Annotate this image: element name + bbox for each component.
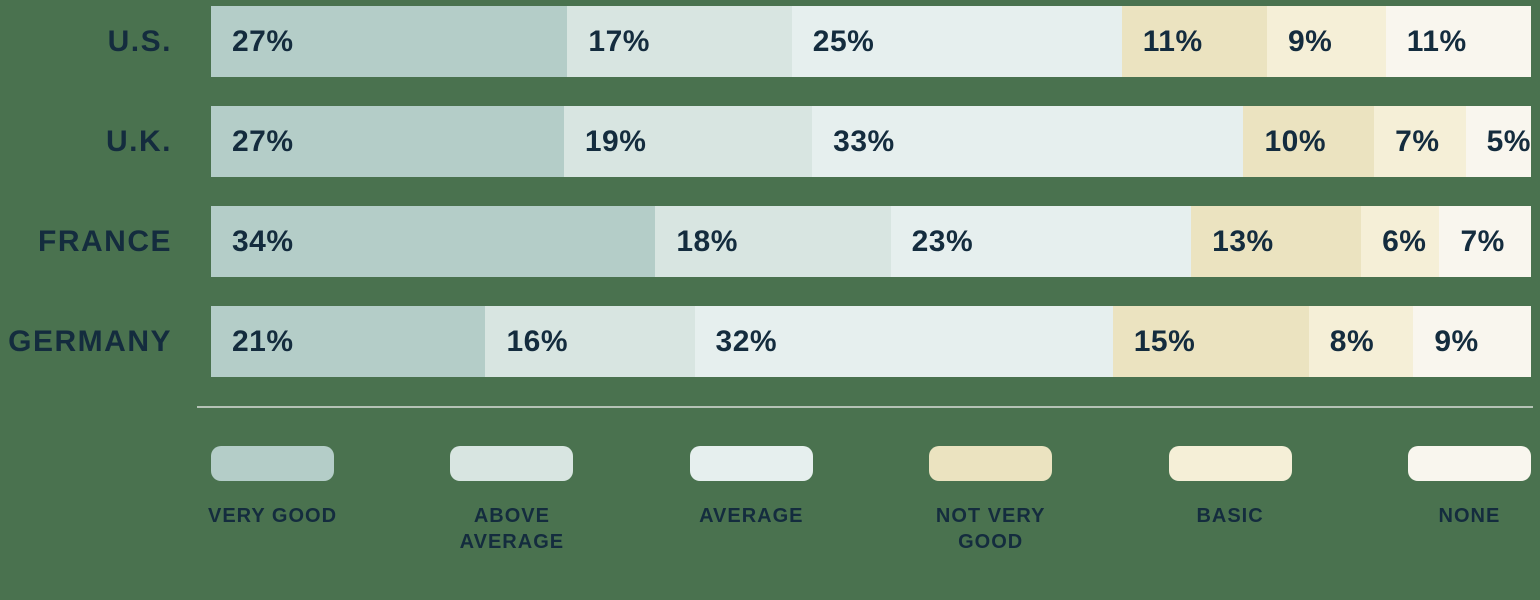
legend-item: AVERAGE bbox=[689, 446, 813, 555]
bar-segment: 6% bbox=[1361, 206, 1440, 277]
bar-segment: 7% bbox=[1374, 106, 1466, 177]
bar-segment: 15% bbox=[1112, 306, 1309, 377]
segment-value-label: 15% bbox=[1133, 324, 1196, 358]
bar-segment: 11% bbox=[1121, 6, 1267, 77]
bar-segment: 18% bbox=[655, 206, 891, 277]
segment-value-label: 11% bbox=[1142, 24, 1203, 58]
stacked-bar: 27% 17% 25% 11% 9% 11% bbox=[211, 6, 1531, 77]
legend-label: VERY GOOD bbox=[207, 505, 338, 527]
segment-value-label: 19% bbox=[584, 124, 647, 158]
segment-value-label: 17% bbox=[588, 24, 650, 58]
legend-swatch bbox=[211, 446, 334, 481]
row-label: GERMANY bbox=[8, 324, 172, 358]
segment-value-label: 11% bbox=[1406, 24, 1467, 58]
bar-segment: 13% bbox=[1191, 206, 1362, 277]
legend-item: NOT VERY GOOD bbox=[929, 446, 1053, 555]
bar-row: U.K. 27% 19% 33% 10% 7% 5% bbox=[0, 106, 1540, 177]
bar-segment: 27% bbox=[211, 6, 568, 77]
segment-value-label: 34% bbox=[232, 224, 294, 258]
bar-segment: 34% bbox=[211, 206, 656, 277]
legend-item: NONE bbox=[1407, 446, 1531, 555]
legend-item: ABOVE AVERAGE bbox=[450, 446, 574, 555]
segment-value-label: 9% bbox=[1434, 324, 1479, 358]
legend-swatch bbox=[1168, 446, 1292, 481]
segment-value-label: 7% bbox=[1395, 124, 1440, 158]
bar-segment: 32% bbox=[694, 306, 1113, 377]
row-label: U.S. bbox=[107, 24, 172, 58]
stacked-bar: 27% 19% 33% 10% 7% 5% bbox=[211, 106, 1531, 177]
row-label: U.K. bbox=[106, 124, 172, 158]
legend-swatch bbox=[689, 446, 813, 481]
bar-segment: 19% bbox=[563, 106, 813, 177]
segment-value-label: 27% bbox=[232, 124, 294, 158]
segment-value-label: 23% bbox=[911, 224, 974, 258]
legend-label: NONE bbox=[1438, 505, 1501, 527]
segment-value-label: 8% bbox=[1329, 324, 1375, 358]
row-label: FRANCE bbox=[38, 224, 172, 258]
segment-value-label: 13% bbox=[1212, 224, 1274, 258]
segment-value-label: 25% bbox=[812, 24, 875, 58]
legend-label: ABOVE AVERAGE bbox=[459, 505, 565, 553]
bar-segment: 27% bbox=[211, 106, 564, 177]
segment-value-label: 9% bbox=[1287, 24, 1333, 58]
legend-swatch bbox=[1407, 446, 1531, 481]
segment-value-label: 6% bbox=[1382, 224, 1427, 258]
bar-segment: 23% bbox=[890, 206, 1192, 277]
chart-rows: U.S. 27% 17% 25% 11% 9% 11% U.K. 27% 19% 33% 10% 7% 5… bbox=[0, 6, 1540, 377]
segment-value-label: 7% bbox=[1460, 224, 1505, 258]
segment-value-label: 32% bbox=[715, 324, 778, 358]
legend: VERY GOOD ABOVE AVERAGE AVERAGE NOT VERY GO… bbox=[208, 446, 1531, 555]
stacked-bar: 21% 16% 32% 15% 8% 9% bbox=[211, 306, 1531, 377]
bar-segment: 7% bbox=[1439, 206, 1531, 277]
bar-segment: 5% bbox=[1465, 106, 1531, 177]
bar-row: FRANCE 34% 18% 23% 13% 6% 7% bbox=[0, 206, 1540, 277]
legend-swatch bbox=[450, 446, 574, 481]
segment-value-label: 33% bbox=[833, 124, 895, 158]
legend-label: AVERAGE bbox=[699, 505, 804, 527]
bar-segment: 10% bbox=[1243, 106, 1375, 177]
bar-segment: 25% bbox=[791, 6, 1122, 77]
legend-item: BASIC bbox=[1168, 446, 1292, 555]
segment-value-label: 5% bbox=[1486, 124, 1531, 158]
segment-value-label: 10% bbox=[1264, 124, 1326, 158]
bar-segment: 11% bbox=[1385, 6, 1531, 77]
bar-row: U.S. 27% 17% 25% 11% 9% 11% bbox=[0, 6, 1540, 77]
segment-value-label: 21% bbox=[232, 324, 294, 358]
legend-label: NOT VERY GOOD bbox=[935, 505, 1046, 553]
legend-item: VERY GOOD bbox=[208, 446, 336, 555]
segment-value-label: 27% bbox=[232, 24, 294, 58]
segment-value-label: 16% bbox=[506, 324, 568, 358]
bar-segment: 16% bbox=[485, 306, 695, 377]
stacked-bar: 34% 18% 23% 13% 6% 7% bbox=[211, 206, 1531, 277]
bar-segment: 9% bbox=[1413, 306, 1531, 377]
bar-segment: 8% bbox=[1308, 306, 1414, 377]
legend-swatch bbox=[929, 446, 1053, 481]
bar-segment: 21% bbox=[211, 306, 486, 377]
segment-value-label: 18% bbox=[676, 224, 738, 258]
bar-segment: 33% bbox=[812, 106, 1244, 177]
stacked-bar-chart: U.S. 27% 17% 25% 11% 9% 11% U.K. 27% 19% 33% 10% 7% 5… bbox=[0, 6, 1540, 555]
legend-label: BASIC bbox=[1196, 505, 1264, 527]
bar-row: GERMANY 21% 16% 32% 15% 8% 9% bbox=[0, 306, 1540, 377]
bar-segment: 9% bbox=[1266, 6, 1386, 77]
bar-segment: 17% bbox=[567, 6, 792, 77]
divider-line bbox=[197, 406, 1533, 408]
